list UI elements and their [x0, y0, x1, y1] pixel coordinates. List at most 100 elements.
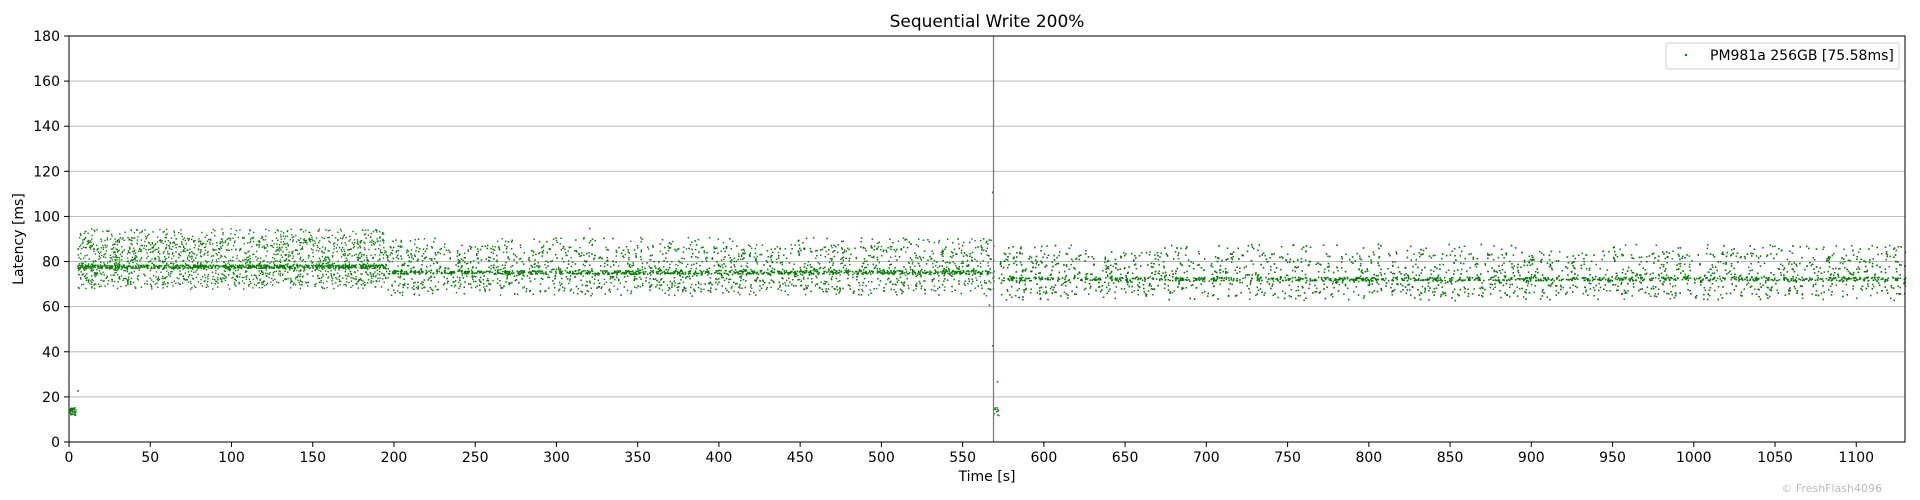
data-point	[172, 252, 174, 254]
data-point	[337, 285, 339, 287]
data-point	[287, 244, 290, 246]
data-point	[84, 275, 86, 278]
data-point	[193, 241, 195, 243]
data-point	[347, 249, 349, 251]
data-point	[98, 255, 100, 257]
data-point	[790, 244, 792, 246]
data-point	[188, 274, 191, 276]
data-point	[240, 264, 243, 266]
data-point	[258, 241, 261, 243]
data-point	[374, 266, 376, 269]
data-point	[212, 248, 214, 250]
data-point	[111, 266, 114, 268]
data-point	[374, 229, 376, 231]
data-point	[200, 240, 202, 242]
data-point	[106, 239, 109, 241]
data-point	[198, 245, 200, 247]
data-point	[353, 243, 355, 246]
data-point	[353, 264, 355, 267]
data-point	[220, 247, 222, 249]
data-point	[322, 268, 324, 270]
data-point	[108, 265, 111, 267]
data-point	[332, 256, 334, 258]
data-point	[395, 251, 397, 253]
data-point	[529, 273, 531, 275]
data-point	[370, 273, 372, 276]
data-point	[195, 266, 198, 268]
data-point	[206, 284, 208, 286]
data-point	[232, 256, 234, 258]
data-point	[118, 276, 121, 278]
data-point	[153, 245, 155, 247]
data-point	[358, 245, 361, 247]
chart-title: Sequential Write 200%	[890, 12, 1085, 32]
data-point	[232, 273, 235, 275]
data-point	[286, 230, 288, 233]
data-point	[93, 274, 96, 276]
data-point	[173, 242, 176, 244]
data-point	[856, 276, 859, 278]
data-point	[234, 233, 236, 236]
data-point	[147, 261, 150, 263]
data-point	[707, 274, 709, 276]
data-point	[303, 270, 305, 272]
data-point	[115, 248, 117, 250]
data-point	[253, 274, 255, 276]
data-point	[374, 275, 376, 278]
data-point	[878, 284, 880, 286]
data-point	[272, 284, 274, 286]
data-point	[87, 241, 89, 243]
data-point	[751, 287, 753, 289]
data-point	[146, 265, 149, 267]
data-point	[225, 277, 227, 279]
data-point	[492, 245, 494, 248]
data-point	[91, 238, 93, 240]
data-point	[276, 249, 278, 251]
data-point	[171, 262, 173, 264]
data-point	[180, 229, 182, 231]
data-point	[259, 264, 262, 266]
data-point	[240, 266, 242, 269]
data-point	[290, 282, 292, 284]
data-point	[204, 249, 207, 251]
data-point	[803, 276, 805, 278]
data-point	[280, 264, 282, 266]
data-point	[169, 275, 172, 277]
data-point	[234, 278, 236, 281]
data-point	[162, 283, 165, 286]
data-point	[756, 271, 759, 273]
data-point	[245, 271, 247, 273]
data-point	[501, 238, 503, 240]
data-point	[273, 267, 276, 269]
data-point	[268, 266, 271, 269]
data-point	[239, 247, 242, 250]
data-point	[172, 245, 174, 248]
data-point	[109, 268, 111, 270]
data-point	[317, 265, 320, 267]
data-point	[82, 241, 84, 243]
data-point	[869, 289, 871, 291]
data-point	[351, 242, 354, 244]
data-point	[370, 275, 372, 277]
data-point	[166, 233, 168, 235]
data-point	[567, 250, 569, 252]
data-point	[250, 282, 252, 285]
data-point	[359, 257, 361, 259]
data-point	[144, 265, 146, 268]
data-point	[355, 276, 357, 278]
data-point	[255, 284, 258, 287]
data-point	[74, 414, 76, 416]
data-point	[207, 273, 209, 276]
data-point	[136, 263, 138, 265]
data-point	[277, 282, 280, 284]
data-point	[222, 277, 224, 279]
data-point	[71, 410, 73, 412]
data-point	[284, 253, 287, 256]
data-point	[130, 283, 132, 285]
data-point	[337, 266, 339, 268]
data-point	[169, 247, 171, 250]
data-point	[848, 269, 850, 271]
data-point	[99, 267, 101, 269]
data-point	[77, 254, 79, 256]
data-point	[194, 266, 196, 269]
